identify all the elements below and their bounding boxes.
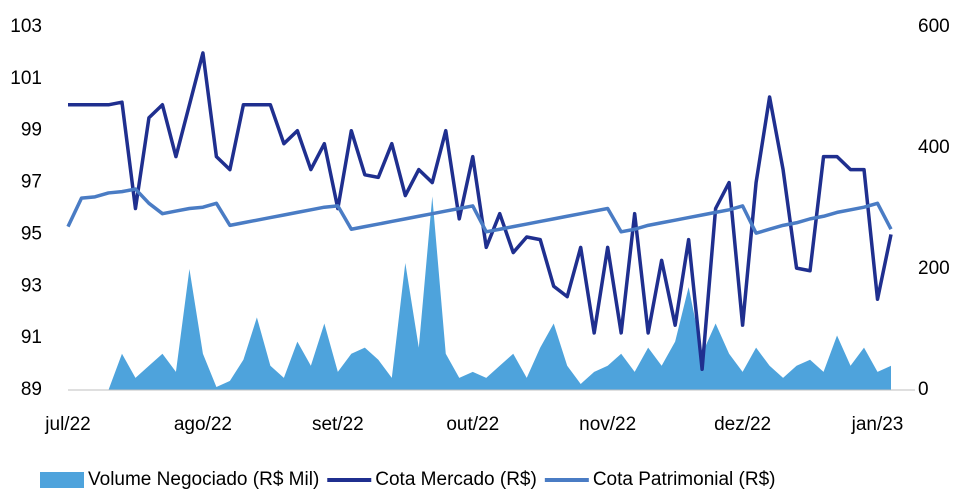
y-tick-label: 97 — [21, 172, 42, 193]
y-tick-label: 103 — [10, 16, 42, 37]
line-series — [66, 187, 893, 235]
x-tick-label: ago/22 — [174, 414, 232, 435]
x-tick-label: jan/23 — [851, 414, 904, 435]
y2-tick-label: 0 — [918, 379, 929, 400]
line-series — [68, 51, 893, 372]
volume-area — [68, 196, 891, 390]
y-tick-label: 95 — [21, 223, 42, 244]
x-tick-label: jul/22 — [44, 414, 90, 435]
legend-swatch — [40, 472, 84, 488]
legend-label: Volume Negociado (R$ Mil) — [88, 469, 319, 490]
y-tick-label: 99 — [21, 120, 42, 141]
y2-tick-label: 400 — [918, 137, 950, 158]
y-tick-label: 93 — [21, 275, 42, 296]
x-tick-label: dez/22 — [714, 414, 771, 435]
x-tick-label: nov/22 — [579, 414, 636, 435]
y2-tick-label: 600 — [918, 16, 950, 37]
legend-label: Cota Patrimonial (R$) — [593, 469, 776, 490]
x-tick-label: set/22 — [312, 414, 364, 435]
y2-tick-label: 200 — [918, 258, 950, 279]
y-tick-label: 101 — [10, 68, 42, 89]
y-tick-label: 89 — [21, 379, 42, 400]
y-tick-label: 91 — [21, 327, 42, 348]
legend-label: Cota Mercado (R$) — [375, 469, 537, 490]
x-tick-label: out/22 — [446, 414, 499, 435]
